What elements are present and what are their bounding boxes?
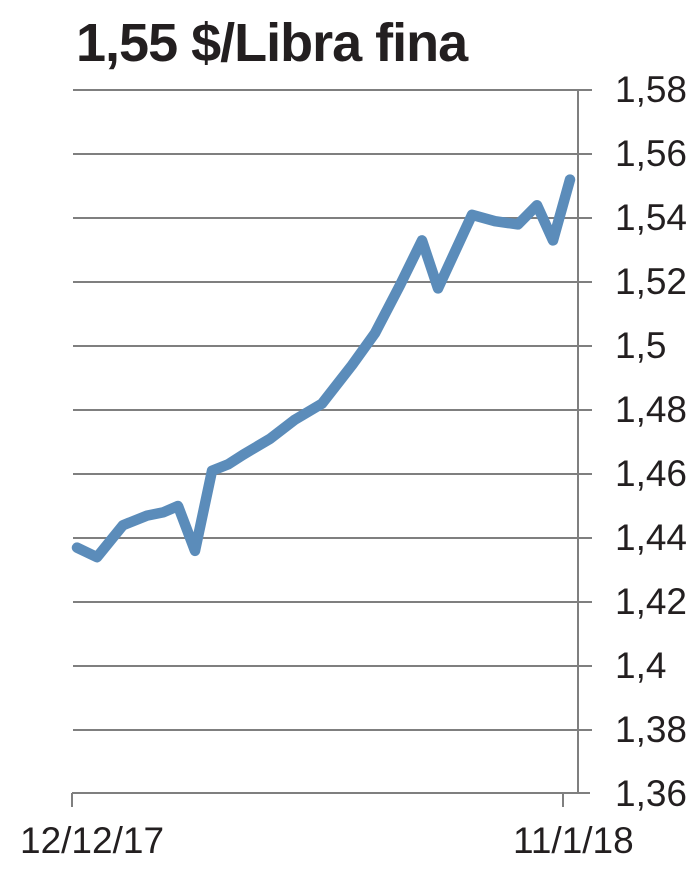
y-axis-tick-label: 1,5 — [615, 325, 667, 366]
axis-ticks — [71, 793, 564, 807]
y-axis-tick-label: 1,44 — [615, 517, 688, 558]
y-axis-tick-label: 1,38 — [615, 709, 688, 750]
y-axis-tick-label: 1,42 — [615, 581, 688, 622]
gridlines — [73, 89, 592, 731]
y-axis-tick-label: 1,36 — [615, 773, 688, 814]
axes — [72, 90, 590, 794]
y-axis-tick-label: 1,54 — [615, 197, 688, 238]
y-axis-tick-label: 1,48 — [615, 389, 688, 430]
y-axis-tick-label: 1,56 — [615, 133, 688, 174]
x-axis-label-start: 12/12/17 — [20, 820, 165, 861]
y-axis-tick-label: 1,46 — [615, 453, 688, 494]
price-line-series — [71, 174, 576, 563]
chart-title: 1,55 $/Libra fina — [76, 13, 468, 73]
y-axis-tick-label: 1,4 — [615, 645, 667, 686]
x-axis-label-end: 11/1/18 — [513, 820, 634, 861]
y-axis-tick-label: 1,58 — [615, 69, 688, 110]
y-axis-tick-label: 1,52 — [615, 261, 688, 302]
